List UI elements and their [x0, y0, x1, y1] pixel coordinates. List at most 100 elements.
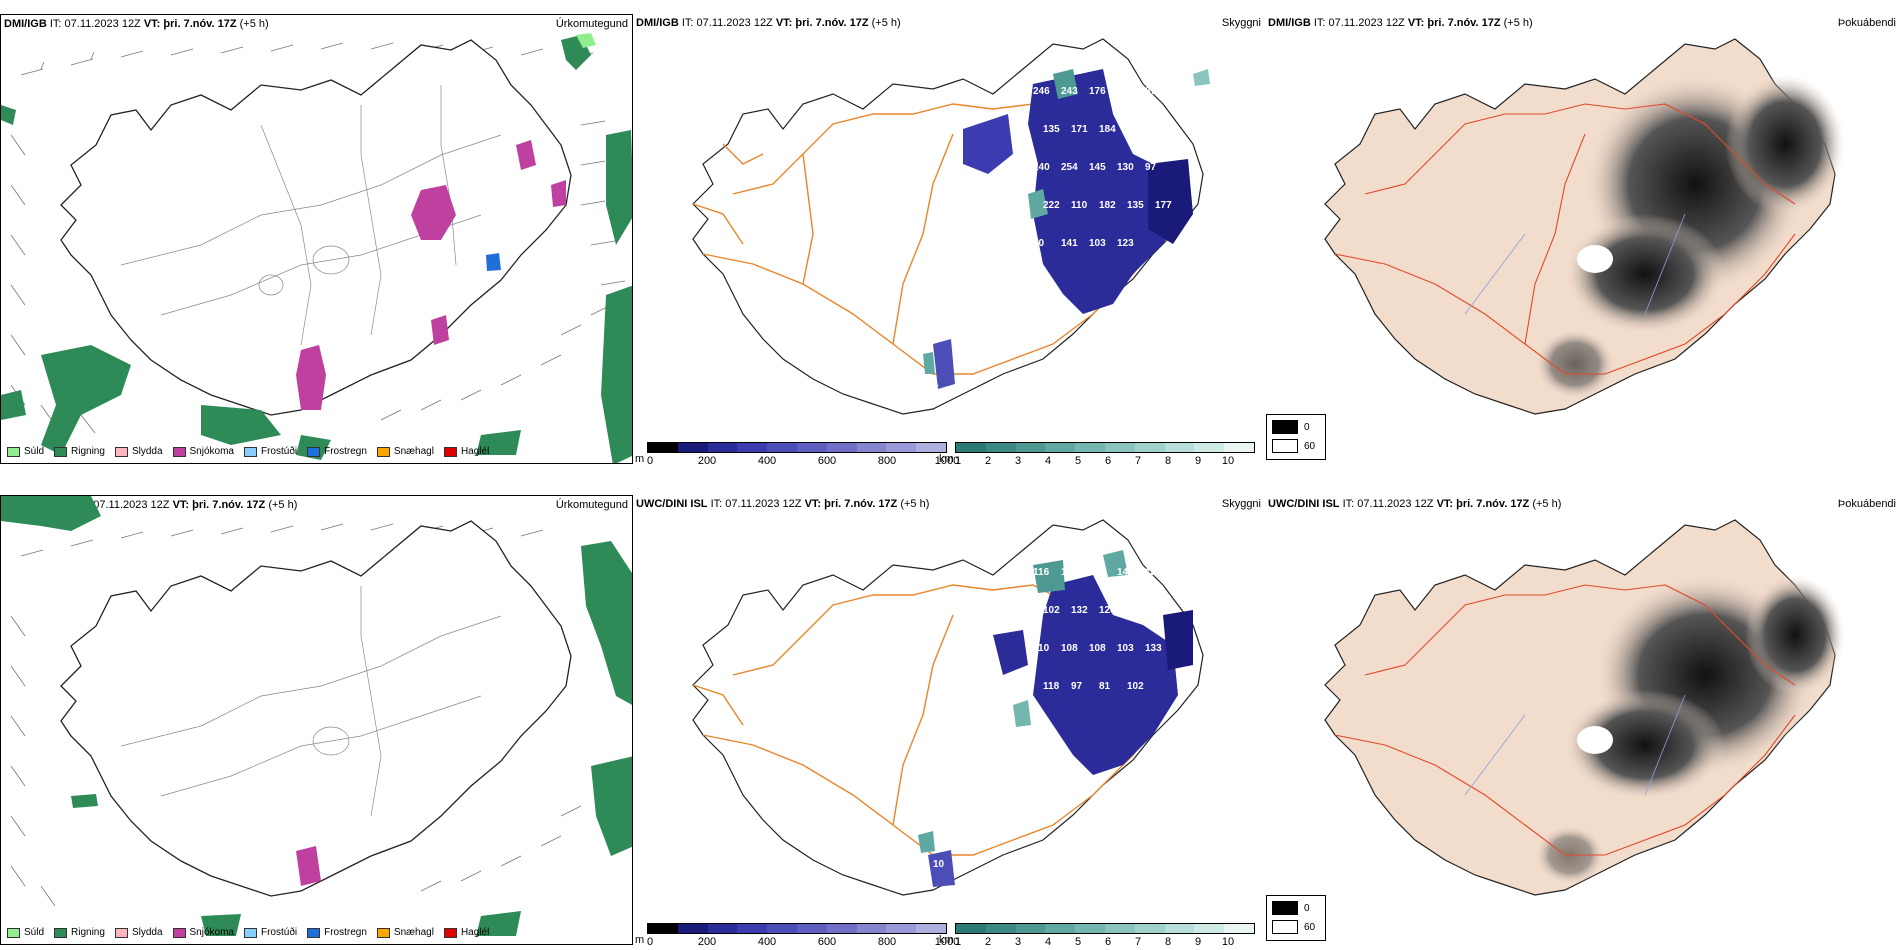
visibility-value-labels: 116 183 119 142 135 102 132 128 122 87 110 108 108 10…	[933, 567, 1167, 870]
fog-legend-item: 60	[1272, 439, 1325, 453]
precip-legend: Súld Rigning Slydda Snjókoma Frostúði Fr…	[7, 927, 489, 938]
vis-scale-m-step	[826, 443, 857, 452]
legend-item-slydda: Slydda	[114, 446, 163, 457]
vis-scale-m-tick: 600	[817, 936, 837, 945]
legend-item-haglel: Haglél	[443, 446, 489, 457]
legend-label: Súld	[24, 927, 45, 938]
legend-item-frostudi: Frostúði	[243, 927, 297, 938]
fog-legend-item: 60	[1272, 920, 1325, 934]
it-label: IT:	[1342, 498, 1355, 510]
vis-scale-km-tick: 7	[1134, 455, 1142, 464]
visibility-value-label: 171	[1071, 124, 1088, 135]
visibility-value-label: 122	[1127, 605, 1144, 616]
vt-label: VT:	[143, 18, 161, 30]
legend-label: Slydda	[131, 927, 163, 938]
valid-time: þri. 7.nóv. 17Z	[824, 498, 898, 510]
legend-label: Rigning	[71, 927, 105, 938]
road-network	[1334, 103, 1796, 375]
legend-swatch	[7, 446, 20, 457]
vis-scale-m-unit: m	[635, 453, 645, 464]
vis-scale-m-tick: 800	[877, 936, 897, 945]
fog-panel-uwc: UWC/DINI ISL IT: 07.11.2023 12Z VT: þri.…	[1265, 495, 1900, 945]
vis-scale-m-step	[886, 924, 917, 933]
it-label: IT:	[681, 17, 694, 29]
visibility-value-label: 176	[1089, 86, 1106, 97]
low-visibility-areas	[918, 550, 1193, 887]
panel-header: DMI/IGB IT: 07.11.2023 12Z VT: þri. 7.nó…	[4, 18, 269, 30]
model-name: DMI/IGB	[636, 17, 679, 29]
vis-scale-m-step	[767, 924, 797, 933]
precip-legend: Súld Rigning Slydda Snjókoma Frostúði Fr…	[7, 446, 489, 457]
legend-item-snaehagl: Snæhagl	[376, 446, 434, 457]
vis-scale-m-step	[767, 443, 797, 452]
visibility-panel-dmi: DMI/IGB IT: 07.11.2023 12Z VT: þri. 7.nó…	[633, 14, 1265, 464]
precip-panel-uwc: UWC/DINI ISL IT: 07.11.2023 12Z VT: þri.…	[0, 495, 633, 945]
lead-time: (+5 h)	[900, 498, 930, 510]
vis-scale-m-tick: 400	[757, 936, 777, 945]
vis-scale-m-step	[737, 443, 768, 452]
fog-panel-dmi: DMI/IGB IT: 07.11.2023 12Z VT: þri. 7.nó…	[1265, 14, 1900, 464]
init-time: 07.11.2023 12Z	[696, 17, 773, 29]
legend-label: Snjókoma	[189, 927, 234, 938]
legend-swatch	[376, 927, 390, 938]
legend-item-sudl: Súld	[7, 927, 44, 938]
visibility-value-label: 135	[1145, 567, 1162, 578]
panel-header: DMI/IGB IT: 07.11.2023 12Z VT: þri. 7.nó…	[1268, 17, 1533, 29]
vis-scale-km-step	[985, 924, 1016, 933]
visibility-value-label: 110	[1071, 200, 1088, 211]
visibility-value-label: 135	[1043, 124, 1060, 135]
panel-title-fog: Þokuábendi	[1837, 17, 1896, 29]
vis-scale-km-tick: 4	[1044, 455, 1052, 464]
visibility-value-label: 133	[1145, 643, 1162, 654]
rivers	[1464, 213, 1686, 315]
model-name: UWC/DINI ISL	[1268, 498, 1340, 510]
vis-scale-m-ticks: 0 200 400 600 800 1000	[647, 455, 959, 464]
vis-scale-km-step	[1134, 443, 1165, 452]
visibility-value-label: 141	[1061, 238, 1078, 249]
vis-scale-km-step	[1134, 924, 1165, 933]
visibility-value-label: 132	[1071, 605, 1088, 616]
vis-scale-m-tick: 200	[697, 455, 717, 464]
fog-legend-swatch	[1272, 420, 1298, 434]
panel-header: UWC/DINI ISL IT: 07.11.2023 12Z VT: þri.…	[1268, 498, 1561, 510]
legend-swatch	[307, 446, 321, 457]
visibility-value-label: 123	[1117, 238, 1134, 249]
visibility-value-label: 118	[1043, 681, 1060, 692]
visibility-value-label: 108	[1061, 643, 1078, 654]
vt-label: VT:	[1436, 498, 1454, 510]
legend-swatch	[172, 927, 186, 938]
lead-time: (+5 h)	[1503, 17, 1533, 29]
legend-swatch	[54, 927, 68, 938]
legend-label: Snjókoma	[189, 446, 234, 457]
vis-scale-m-step	[796, 924, 827, 933]
vis-scale-km-step	[1164, 443, 1195, 452]
low-visibility-areas	[923, 69, 1210, 389]
fog-legend: 0 60	[1266, 414, 1326, 460]
visibility-map: 246 243 176 500 87 135 171 184 125 145 140 254 145 13…	[692, 38, 1210, 415]
valid-time: þri. 7.nóv. 17Z	[1456, 498, 1530, 510]
legend-item-slydda: Slydda	[114, 927, 163, 938]
vis-scale-km-tick: 8	[1164, 455, 1172, 464]
vis-scale-m-step	[648, 924, 678, 933]
legend-label: Snæhagl	[393, 927, 434, 938]
vis-scale-km-tick: 6	[1104, 455, 1112, 464]
fog-map	[1324, 519, 1845, 896]
valid-time: þri. 7.nóv. 17Z	[192, 499, 266, 511]
vis-scale-km-tick: 2	[984, 455, 992, 464]
init-time: 07.11.2023 12Z	[1328, 17, 1405, 29]
vis-scale-km-step	[1075, 924, 1105, 933]
vis-scale-km: km 1 2 3 4 5 6 7 8 9 10	[939, 442, 1255, 464]
vis-scale-km-step	[1045, 443, 1076, 452]
visibility-value-label: 182	[1099, 200, 1116, 211]
vis-scale-m-tick: 600	[817, 455, 837, 464]
vis-scale-m-tick: 200	[697, 936, 717, 945]
visibility-value-label: 177	[1155, 200, 1172, 211]
legend-label: Haglél	[460, 927, 490, 938]
legend-label: Snæhagl	[393, 446, 434, 457]
vis-scale-m-tick: 400	[757, 455, 777, 464]
precip-areas	[1, 496, 632, 936]
legend-label: Súld	[24, 446, 45, 457]
visibility-value-label: 130	[1117, 162, 1134, 173]
fog-legend-swatch	[1272, 901, 1298, 915]
fog-shading	[1535, 575, 1845, 885]
